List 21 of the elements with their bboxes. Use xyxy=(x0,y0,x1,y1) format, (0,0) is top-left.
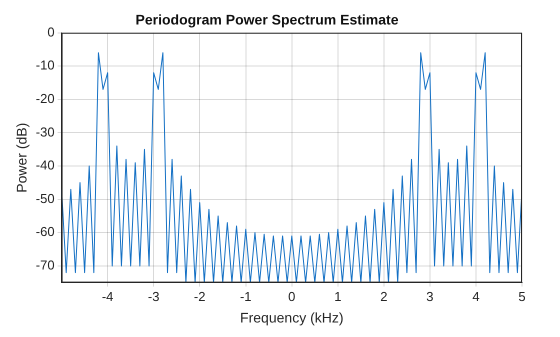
y-tick-label: -20 xyxy=(36,90,55,106)
y-tick-label: -50 xyxy=(36,190,55,206)
x-tick-label: 2 xyxy=(380,288,388,304)
y-tick-label: -10 xyxy=(36,58,55,73)
x-tick-label: 4 xyxy=(472,288,480,304)
x-tick-label: 3 xyxy=(426,288,434,304)
x-tick-label: -4 xyxy=(102,288,114,304)
x-axis-title: Frequency (kHz) xyxy=(240,309,344,326)
y-tick-label: -60 xyxy=(36,224,55,240)
y-tick-label: -70 xyxy=(36,258,55,273)
y-tick-label: -30 xyxy=(36,124,55,140)
x-tick-label: 5 xyxy=(518,288,526,304)
x-tick-label: -3 xyxy=(148,288,160,304)
y-axis-title: Power (dB) xyxy=(13,122,30,193)
x-tick-label: -1 xyxy=(240,288,252,304)
chart-title: Periodogram Power Spectrum Estimate xyxy=(136,11,399,28)
x-tick-label: 1 xyxy=(334,288,342,304)
y-tick-label: -40 xyxy=(36,158,55,173)
x-tick-label: -2 xyxy=(194,288,206,304)
y-tick-label: 0 xyxy=(47,24,55,40)
x-tick-label: 0 xyxy=(288,288,296,304)
